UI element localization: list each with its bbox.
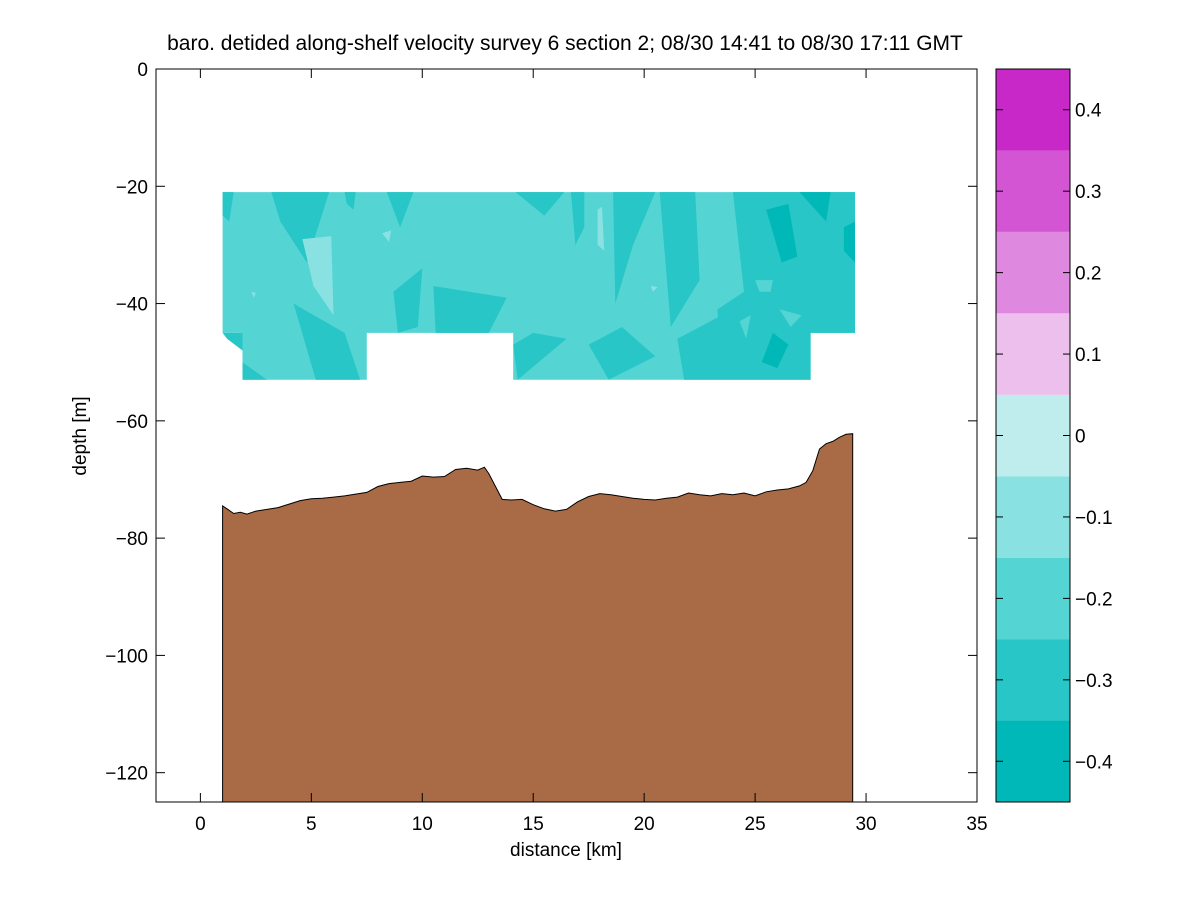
velocity-patch — [755, 280, 773, 292]
x-tick-label: 10 — [412, 814, 433, 835]
y-tick-label: −80 — [116, 529, 148, 550]
velocity-patch — [766, 203, 798, 263]
seafloor-bottom-profile — [222, 433, 854, 802]
y-tick-label: −60 — [116, 412, 148, 433]
colorbar: −0.4 −0.3 −0.2 −0.1 0 0.1 0.2 0.3 0.4 — [995, 68, 1113, 803]
x-axis-ticks: 0 5 10 15 20 25 30 35 — [195, 69, 988, 835]
colorbar-tick-label: −0.4 — [1075, 752, 1113, 773]
chart-title: baro. detided along-shelf velocity surve… — [167, 32, 963, 55]
y-tick-label: −100 — [105, 646, 148, 667]
colorbar-tick-label: 0 — [1075, 427, 1086, 448]
plot-frame — [155, 68, 978, 803]
velocity-patch — [779, 309, 802, 327]
velocity-patch — [717, 192, 855, 380]
x-tick-label: 25 — [745, 814, 766, 835]
velocity-patch — [242, 362, 267, 380]
velocity-patch — [222, 332, 243, 351]
velocity-patch — [222, 192, 234, 222]
colorbar-swatch — [996, 231, 1070, 314]
velocity-patch — [799, 192, 831, 222]
colorbar-swatches — [996, 69, 1070, 802]
colorbar-tick-label: 0.4 — [1075, 101, 1102, 122]
velocity-patch — [251, 291, 256, 298]
velocity-patch — [433, 286, 507, 333]
velocity-patch — [513, 332, 567, 380]
velocity-patch — [588, 327, 656, 380]
colorbar-ticks: −0.4 −0.3 −0.2 −0.1 0 0.1 0.2 0.3 0.4 — [996, 101, 1113, 773]
colorbar-swatch — [996, 639, 1070, 721]
x-tick-label: 5 — [306, 814, 317, 835]
colorbar-tick-label: 0.1 — [1075, 345, 1101, 366]
bottom-fill — [222, 433, 854, 802]
colorbar-tick-label: 0.2 — [1075, 264, 1101, 285]
y-tick-label: −120 — [105, 764, 148, 785]
velocity-contour-field — [222, 192, 856, 380]
velocity-patch — [344, 192, 356, 210]
colorbar-tick-label: −0.2 — [1075, 589, 1113, 610]
velocity-patch — [393, 268, 423, 333]
x-tick-label: 15 — [523, 814, 544, 835]
velocity-patch — [570, 192, 585, 245]
velocity-patch — [597, 206, 605, 251]
velocity-patch — [302, 236, 334, 316]
colorbar-swatch — [996, 720, 1070, 802]
velocity-patch — [613, 192, 656, 304]
x-tick-label: 20 — [634, 814, 655, 835]
y-tick-label: 0 — [137, 60, 148, 81]
velocity-patch — [382, 230, 392, 242]
colorbar-swatch — [996, 69, 1070, 151]
y-tick-label: −20 — [116, 177, 148, 198]
velocity-patch — [677, 315, 722, 380]
velocity-patch — [293, 303, 361, 380]
velocity-patch — [843, 221, 855, 263]
x-tick-label: 30 — [855, 814, 876, 835]
x-axis-label: distance [km] — [510, 840, 622, 861]
colorbar-swatch — [996, 313, 1070, 395]
velocity-patch — [739, 315, 751, 339]
velocity-patch — [659, 192, 700, 327]
colorbar-tick-label: 0.3 — [1075, 182, 1101, 203]
y-axis-ticks: 0 −20 −40 −60 −80 −100 −120 — [105, 60, 977, 785]
colorbar-swatch — [996, 394, 1070, 477]
velocity-patch — [650, 286, 658, 292]
velocity-patch — [515, 192, 565, 216]
velocity-patch — [386, 192, 414, 228]
y-tick-label: −40 — [116, 295, 148, 316]
colorbar-swatch — [996, 150, 1070, 232]
plot-area: 0 5 10 15 20 25 30 35 0 −20 −40 −60 −80 −100 −120 — [105, 60, 987, 835]
colorbar-swatch — [996, 557, 1070, 640]
x-tick-label: 0 — [195, 814, 206, 835]
colorbar-swatch — [996, 476, 1070, 558]
velocity-patch — [271, 192, 330, 263]
colorbar-tick-label: −0.3 — [1075, 671, 1113, 692]
colorbar-tick-label: −0.1 — [1075, 508, 1113, 529]
y-axis-label: depth [m] — [70, 396, 91, 475]
velocity-patch — [761, 332, 789, 369]
x-tick-label: 35 — [966, 814, 987, 835]
